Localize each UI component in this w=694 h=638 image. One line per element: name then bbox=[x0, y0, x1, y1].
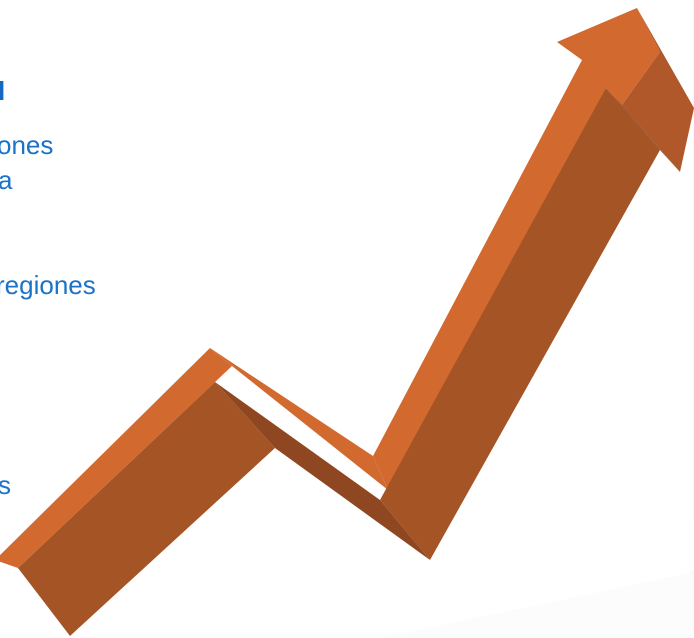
text-fragment-line2: a bbox=[0, 165, 13, 195]
arrow-head-shadow bbox=[606, 88, 680, 172]
arrow-segment-2-top bbox=[210, 348, 388, 490]
arrow-segment-1-front bbox=[18, 382, 275, 636]
arrow-head-side bbox=[622, 8, 694, 172]
arrow-head-top bbox=[557, 8, 660, 105]
arrow-segment-2-front bbox=[215, 382, 430, 560]
arrow-segment-1-top bbox=[0, 348, 232, 568]
text-fragment-line4: s bbox=[0, 470, 11, 500]
arrow-segment-3-top bbox=[373, 60, 610, 490]
text-fragment-heading: l bbox=[0, 76, 6, 106]
text-fragment-line1: ones bbox=[0, 130, 54, 160]
text-fragment-line3: regiones bbox=[0, 270, 96, 300]
arrow-segment-3-front bbox=[380, 88, 660, 560]
